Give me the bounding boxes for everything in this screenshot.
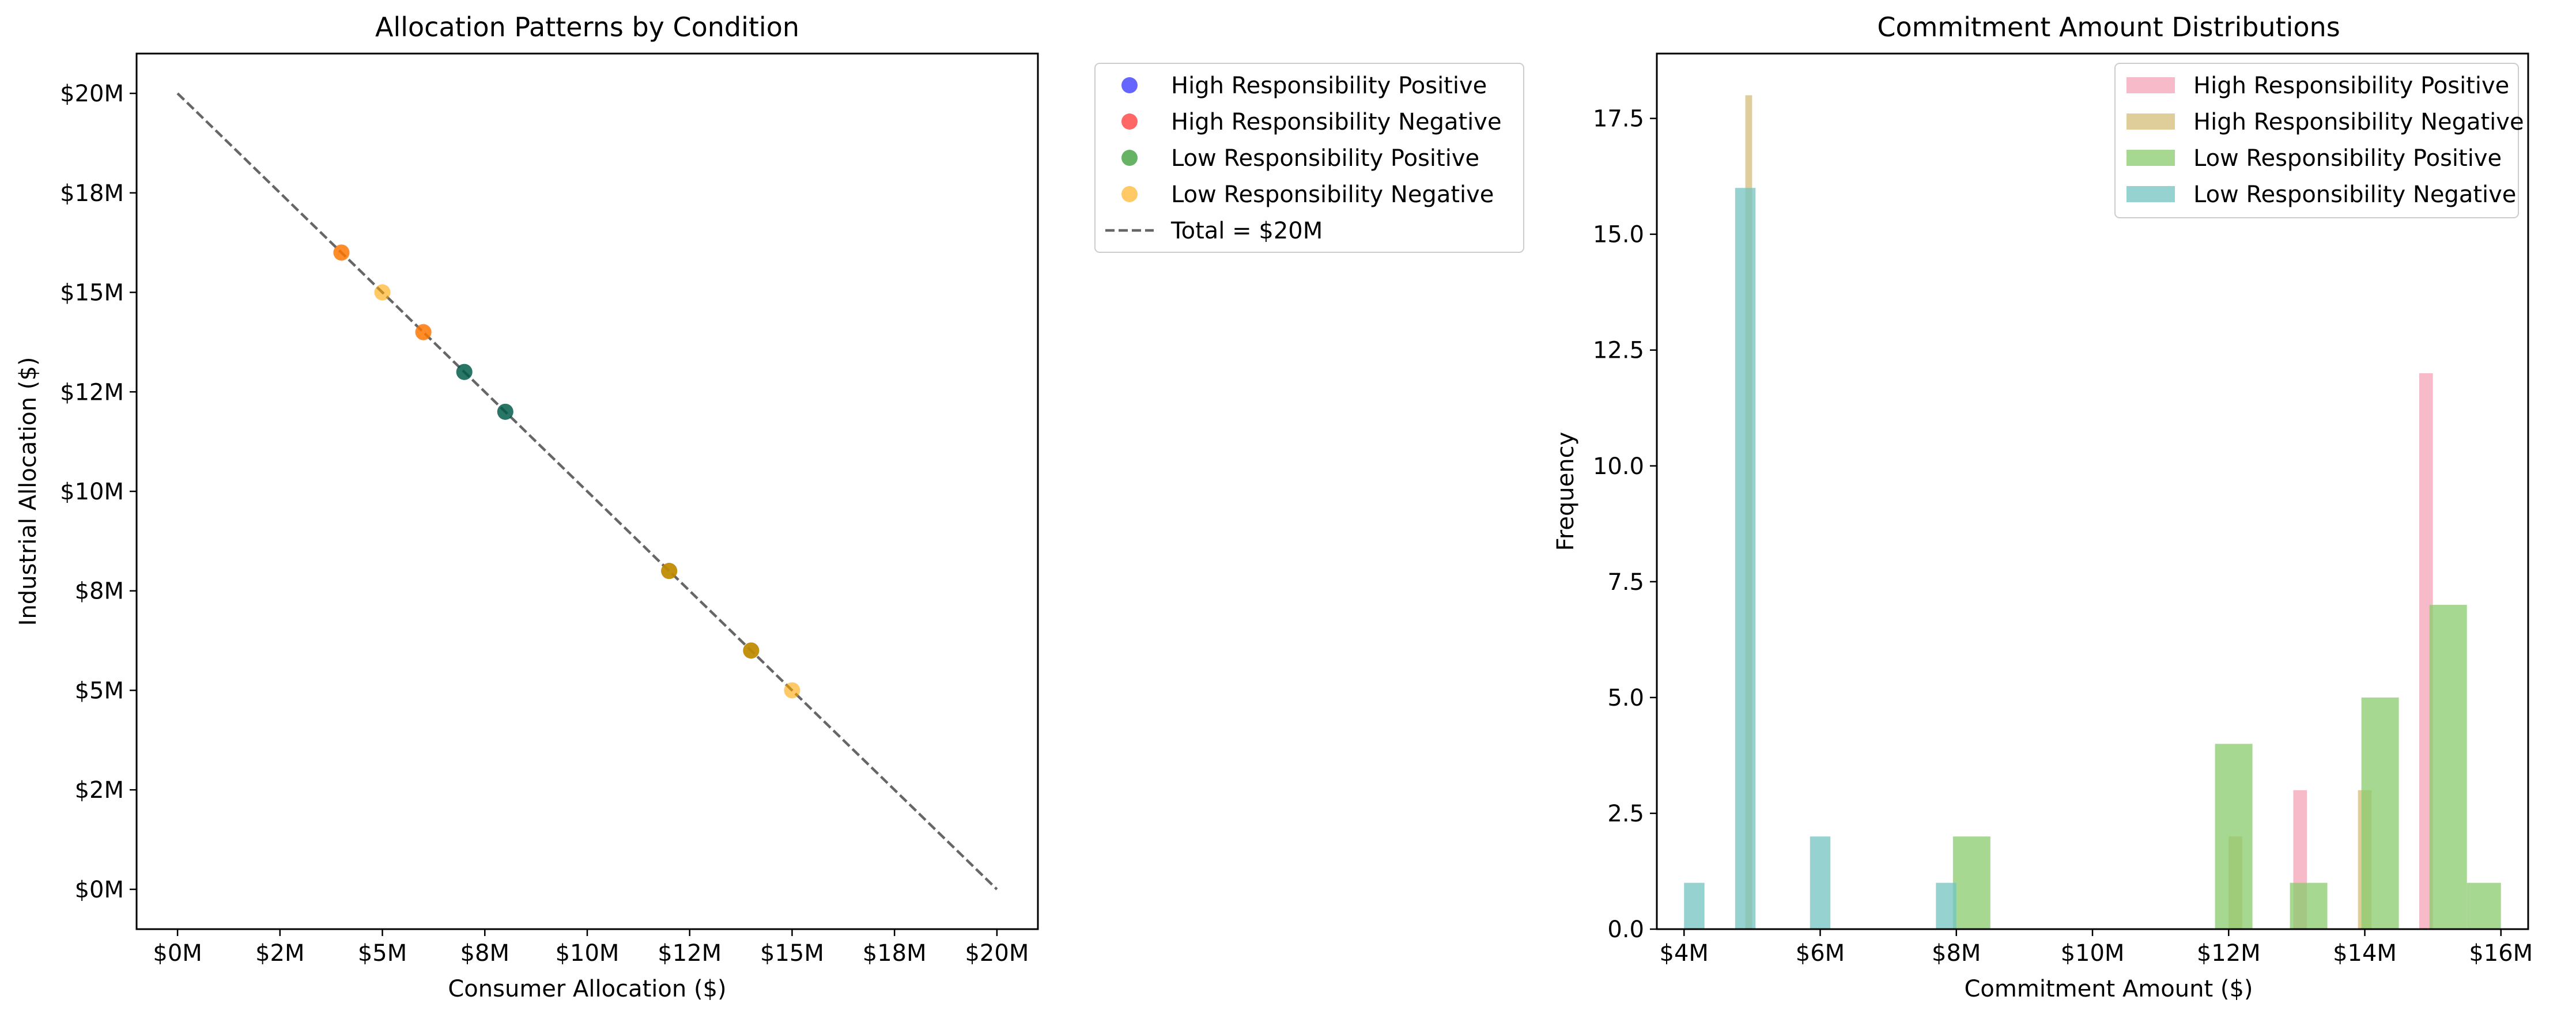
scatter-x-tick-label: $0M	[153, 940, 202, 967]
hist-bar-s3-b3	[1936, 882, 1956, 929]
hist-bar-s2-b0	[1952, 836, 1990, 929]
scatter-y-tick-label: $8M	[75, 578, 124, 605]
scatter-x-label: Consumer Allocation ($)	[448, 976, 726, 1002]
scatter-y-tick-label: $12M	[60, 379, 124, 406]
histogram-y-tick-label: 2.5	[1607, 801, 1644, 827]
histogram-x-tick-label: $10M	[2061, 940, 2125, 967]
scatter-x-tick-label: $15M	[760, 940, 824, 967]
histogram-legend: High Responsibility Positive High Respons…	[2114, 63, 2524, 218]
scatter-panel: $0M $2M $5M $8M $10M $12M $15M $18M $20M $0M$2M$…	[15, 12, 1039, 1002]
histogram-x-tick-label: $14M	[2333, 940, 2397, 967]
histogram-x-tick-label: $8M	[1932, 940, 1981, 967]
scatter-point-s3-p4	[743, 642, 760, 659]
scatter-y-tick-label: $2M	[75, 777, 124, 804]
histogram-x-tick-label: $12M	[2197, 940, 2261, 967]
histogram-legend-label: Low Responsibility Positive	[2193, 145, 2502, 172]
histogram-y-tick-label: 0.0	[1607, 916, 1644, 943]
scatter-legend-label: High Responsibility Negative	[1171, 109, 1502, 135]
histogram-panel: $4M $6M $8M $10M $12M $14M $16M 0.0 2.5 5.0 7.5 10…	[1553, 12, 2533, 1002]
hist-bar-s2-b1	[2215, 744, 2253, 929]
scatter-title: Allocation Patterns by Condition	[375, 12, 799, 43]
histogram-x-tick-label: $4M	[1660, 940, 1709, 967]
scatter-point-s3-p1	[374, 284, 391, 301]
hist-bar-s3-b1	[1735, 188, 1756, 929]
scatter-x-tick-label: $8M	[460, 940, 509, 967]
scatter-x-tick-label: $2M	[255, 940, 304, 967]
scatter-legend-marker	[1121, 77, 1138, 93]
scatter-y-tick-label: $15M	[60, 280, 124, 306]
histogram-x-tick-label: $6M	[1796, 940, 1845, 967]
scatter-legend-marker	[1121, 186, 1138, 202]
scatter-point-s3-p5	[784, 682, 800, 699]
scatter-y-tick-label: $10M	[60, 479, 124, 505]
histogram-x-ticks: $4M $6M $8M $10M $12M $14M $16M	[1660, 929, 2533, 967]
scatter-x-tick-label: $20M	[965, 940, 1029, 967]
total-reference-line	[176, 92, 998, 891]
histogram-y-tick-label: 15.0	[1593, 222, 1644, 248]
histogram-legend-swatch	[2126, 113, 2175, 130]
scatter-legend-label: High Responsibility Positive	[1171, 73, 1487, 99]
histogram-y-label: Frequency	[1553, 432, 1579, 551]
hist-bar-s2-b4	[2429, 605, 2467, 929]
histogram-legend-box	[2114, 63, 2519, 218]
histogram-legend-swatch	[2126, 77, 2175, 93]
scatter-legend-box	[1094, 63, 1524, 253]
scatter-point-s3-p2	[415, 324, 432, 340]
histogram-y-tick-label: 12.5	[1593, 338, 1644, 364]
histogram-legend-label: High Responsibility Positive	[2193, 73, 2509, 99]
scatter-legend: High Responsibility Positive High Respons…	[1094, 63, 1524, 253]
scatter-y-ticks: $0M $2M $5M $8M $10M $12M $15M $18M $20M	[60, 81, 137, 903]
histogram-y-tick-label: 7.5	[1607, 569, 1644, 596]
scatter-point-s3-p0	[333, 244, 350, 261]
scatter-legend-marker	[1121, 150, 1138, 166]
histogram-y-ticks: 0.0 2.5 5.0 7.5 10.0 12.5 15.0 17.5	[1593, 106, 1657, 943]
histogram-legend-swatch	[2126, 186, 2175, 202]
scatter-x-tick-label: $10M	[556, 940, 620, 967]
scatter-x-tick-label: $18M	[863, 940, 927, 967]
scatter-y-tick-label: $18M	[60, 180, 124, 207]
scatter-y-label: Industrial Allocation ($)	[15, 357, 41, 626]
histogram-y-tick-label: 5.0	[1607, 685, 1644, 711]
hist-bar-s2-b2	[2290, 882, 2328, 929]
hist-bar-s3-b2	[1810, 836, 1831, 929]
scatter-point-s3-p3	[661, 563, 678, 579]
scatter-y-tick-label: $0M	[75, 877, 124, 903]
scatter-legend-label: Low Responsibility Negative	[1171, 181, 1494, 208]
scatter-x-tick-label: $5M	[358, 940, 407, 967]
histogram-legend-swatch	[2126, 150, 2175, 166]
scatter-y-tick-label: $5M	[75, 677, 124, 704]
scatter-y-tick-label: $20M	[60, 81, 124, 107]
scatter-x-ticks: $0M $2M $5M $8M $10M $12M $15M $18M $20M	[153, 929, 1029, 967]
scatter-x-tick-label: $12M	[658, 940, 722, 967]
hist-bar-s2-b5	[2467, 882, 2501, 929]
histogram-y-tick-label: 10.0	[1593, 453, 1644, 480]
scatter-marks	[176, 92, 998, 891]
histogram-legend-label: Low Responsibility Negative	[2193, 181, 2516, 208]
scatter-legend-label: Total = $20M	[1170, 218, 1323, 244]
scatter-point-s2-p1	[497, 403, 513, 420]
scatter-legend-marker	[1121, 113, 1138, 130]
histogram-y-tick-label: 17.5	[1593, 106, 1644, 132]
histogram-x-tick-label: $16M	[2469, 940, 2533, 967]
histogram-x-label: Commitment Amount ($)	[1964, 976, 2253, 1002]
hist-bar-s2-b3	[2361, 697, 2399, 929]
scatter-point-s2-p0	[456, 363, 473, 380]
histogram-legend-label: High Responsibility Negative	[2193, 109, 2524, 135]
scatter-legend-label: Low Responsibility Positive	[1171, 145, 1479, 172]
histogram-title: Commitment Amount Distributions	[1877, 12, 2340, 43]
hist-bar-s3-b0	[1684, 882, 1705, 929]
histogram-marks	[1684, 95, 2501, 929]
